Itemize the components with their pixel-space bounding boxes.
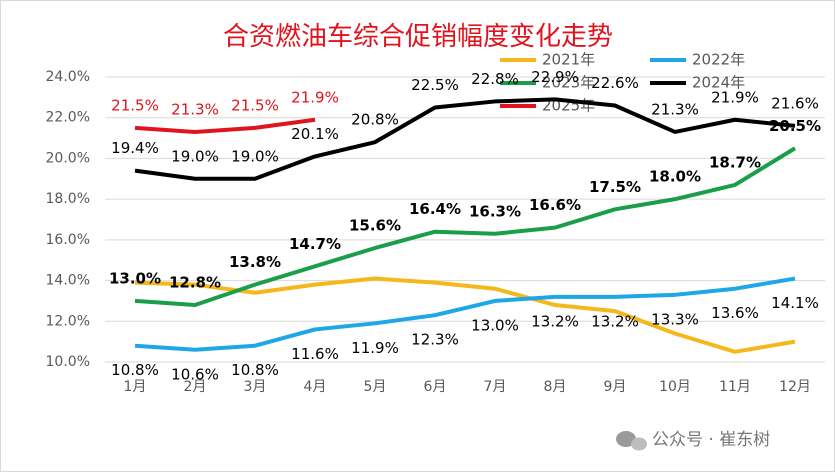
x-tick-label: 1月 (124, 379, 147, 395)
data-label: 22.5% (411, 76, 459, 94)
x-tick-label: 6月 (424, 379, 447, 395)
x-tick-label: 5月 (364, 379, 387, 395)
data-label: 13.0% (109, 269, 161, 287)
data-label: 18.0% (649, 168, 701, 186)
series-line (134, 97, 796, 181)
data-label: 18.7% (709, 153, 761, 171)
x-tick-label: 11月 (719, 379, 751, 395)
legend-label: 2024年 (692, 74, 745, 92)
x-tick-label: 9月 (604, 379, 627, 395)
data-label: 21.6% (771, 94, 819, 112)
data-label: 12.8% (169, 274, 221, 292)
data-label: 10.6% (171, 365, 219, 383)
y-tick-label: 14.0% (46, 273, 90, 289)
data-label: 20.8% (351, 111, 399, 129)
data-label: 22.8% (471, 70, 519, 88)
series-line (134, 276, 796, 354)
y-tick-label: 24.0% (46, 69, 90, 85)
data-label: 19.4% (111, 139, 159, 157)
data-label: 14.7% (289, 235, 341, 253)
data-label: 13.3% (651, 310, 699, 328)
data-label: 21.9% (291, 88, 339, 106)
data-label: 13.2% (531, 312, 579, 330)
data-label: 13.2% (591, 312, 639, 330)
x-tick-label: 3月 (244, 379, 267, 395)
x-tick-label: 12月 (779, 379, 811, 395)
x-tick-label: 4月 (304, 379, 327, 395)
y-tick-label: 22.0% (46, 110, 90, 126)
y-tick-label: 12.0% (46, 313, 90, 329)
data-label: 13.6% (711, 304, 759, 322)
data-label: 10.8% (231, 361, 279, 379)
y-tick-label: 16.0% (46, 232, 90, 248)
data-label: 21.5% (231, 96, 279, 114)
x-tick-label: 2月 (184, 379, 207, 395)
data-label: 20.1% (291, 125, 339, 143)
chart-title: 合资燃油车综合促销幅度变化走势 (223, 22, 613, 52)
data-label: 15.6% (349, 217, 401, 235)
data-label: 21.9% (711, 88, 759, 106)
data-label: 12.3% (411, 331, 459, 349)
y-tick-label: 10.0% (46, 354, 90, 370)
x-tick-label: 8月 (544, 379, 567, 395)
x-tick-label: 7月 (484, 379, 507, 395)
y-tick-label: 20.0% (46, 150, 90, 166)
series-line (134, 276, 796, 352)
data-label: 19.0% (171, 147, 219, 165)
data-label: 22.6% (591, 74, 639, 92)
y-tick-label: 18.0% (46, 191, 90, 207)
data-label: 13.0% (471, 316, 519, 334)
data-label: 10.8% (111, 361, 159, 379)
watermark-icon (616, 431, 647, 451)
data-label: 21.3% (651, 100, 699, 118)
data-label: 16.6% (529, 196, 581, 214)
data-label: 11.6% (291, 345, 339, 363)
data-label: 19.0% (231, 147, 279, 165)
data-label: 22.9% (531, 68, 579, 86)
data-label: 11.9% (351, 339, 399, 357)
data-label: 14.1% (771, 294, 819, 312)
data-label: 20.5% (769, 117, 821, 135)
watermark: 公众号 · 崔东树 (652, 430, 770, 450)
data-label: 21.3% (171, 100, 219, 118)
data-label: 21.5% (111, 96, 159, 114)
data-label: 17.5% (589, 178, 641, 196)
data-label: 13.8% (229, 253, 281, 271)
series-line (134, 146, 797, 307)
data-label: 16.4% (409, 200, 461, 218)
legend-label: 2022年 (692, 51, 745, 69)
legend-label: 2021年 (542, 51, 595, 69)
data-label: 16.3% (469, 202, 521, 220)
legend-label: 2023年 (542, 74, 595, 92)
series-line (134, 117, 316, 134)
x-tick-label: 10月 (659, 379, 691, 395)
